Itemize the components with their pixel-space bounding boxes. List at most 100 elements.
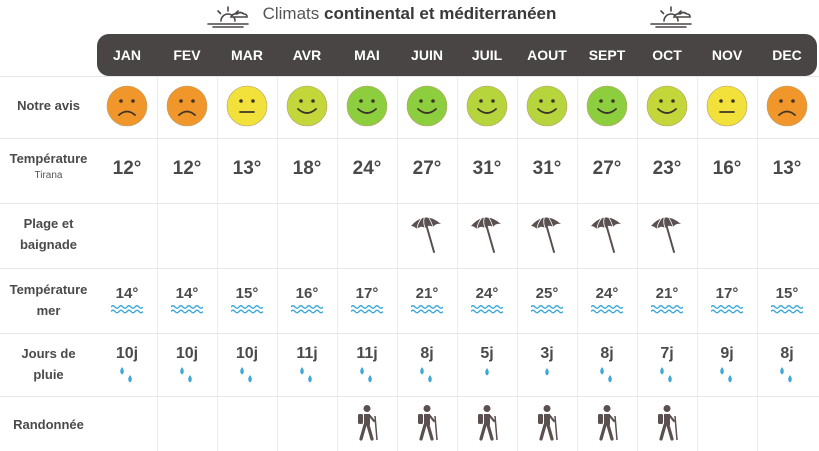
face-sad-icon [166, 85, 208, 127]
air-temperature: 18° [292, 158, 322, 179]
month-label: NOV [711, 47, 743, 63]
rain-drop-icon [600, 367, 612, 383]
month-label: FEV [173, 47, 201, 63]
rain-days: 10j [115, 345, 139, 362]
rain-days: 7j [660, 345, 674, 362]
beach-umbrella-icon [651, 213, 681, 253]
rain-days: 10j [235, 345, 259, 362]
air-temperature: 24° [352, 158, 382, 179]
waves-icon [171, 305, 203, 314]
row-label-temperature-mer: Température mer [9, 282, 88, 318]
waves-icon [591, 305, 623, 314]
row-divider [0, 396, 819, 397]
rain-days: 8j [420, 345, 434, 362]
column-divider [217, 76, 218, 451]
month-label: OCT [652, 47, 682, 63]
air-temperature: 12° [172, 158, 202, 179]
month-label: MAI [354, 47, 380, 63]
sea-temperature: 24° [595, 285, 619, 302]
air-temperature: 31° [532, 158, 562, 179]
hiker-icon [418, 405, 438, 441]
column-divider [697, 76, 698, 451]
row-label-plage: Plage et baignade [19, 216, 78, 252]
face-happy-icon [526, 85, 568, 127]
beach-umbrella-icon [531, 213, 561, 253]
hiker-icon [358, 405, 378, 441]
face-neutral-icon [706, 85, 748, 127]
month-label: JAN [112, 47, 141, 63]
air-temperature: 16° [712, 158, 742, 179]
month-label: DEC [772, 47, 802, 63]
sun-cloud-icon [650, 6, 692, 28]
column-divider [517, 76, 518, 451]
face-happy-icon [586, 85, 628, 127]
column-divider [157, 76, 158, 451]
column-divider [397, 76, 398, 451]
row-label-temperature: Température Tirana [9, 151, 88, 181]
month-label: AVR [292, 47, 322, 63]
row-label-randonnee: Randonnée [13, 417, 84, 432]
column-divider [337, 76, 338, 451]
hiker-icon [478, 405, 498, 441]
air-temperature: 13° [232, 158, 262, 179]
waves-icon [471, 305, 503, 314]
sun-cloud-icon [207, 6, 249, 28]
rain-days: 11j [356, 345, 378, 362]
waves-icon [771, 305, 803, 314]
rain-drop-icon [120, 367, 132, 383]
row-divider [0, 333, 819, 334]
row-label-pluie: Jours de pluie [21, 346, 76, 382]
face-sad-icon [766, 85, 808, 127]
month-header: JAN FEV MAR AVR MAI JUIN JUIL AOUT SEPT OCT NOV DEC [97, 34, 817, 76]
face-happy-icon [286, 85, 328, 127]
beach-umbrella-icon [471, 213, 501, 253]
air-temperature: 13° [772, 158, 802, 179]
air-temperature: 27° [412, 158, 442, 179]
rain-drop-icon [780, 367, 792, 383]
month-label: JUIN [411, 47, 443, 63]
title-bar: Climats continental et méditerranéen [0, 0, 819, 32]
face-happy-icon [466, 85, 508, 127]
sea-temperature: 15° [235, 285, 259, 302]
air-temperature: 31° [472, 158, 502, 179]
air-temperature: 27° [592, 158, 622, 179]
month-label: SEPT [588, 47, 626, 63]
rain-drop-icon [240, 367, 252, 383]
rain-drop-icon [300, 367, 312, 383]
face-happy-icon [406, 85, 448, 127]
rain-drop-icon [660, 367, 672, 383]
waves-icon [111, 305, 143, 314]
beach-umbrella-icon [591, 213, 621, 253]
sea-temperature: 25° [535, 285, 559, 302]
face-happy-icon [646, 85, 688, 127]
rain-days: 5j [480, 345, 494, 362]
sea-temperature: 24° [475, 285, 499, 302]
row-divider [0, 138, 819, 139]
air-temperature: 12° [112, 158, 142, 179]
rain-days: 10j [175, 345, 199, 362]
rain-drop-icon [180, 367, 192, 383]
column-divider [577, 76, 578, 451]
sea-temperature: 21° [415, 285, 439, 302]
rain-days: 11j [296, 345, 318, 362]
column-divider [277, 76, 278, 451]
face-sad-icon [106, 85, 148, 127]
row-divider [0, 76, 819, 77]
beach-umbrella-icon [411, 213, 441, 253]
rain-days: 8j [600, 345, 614, 362]
row-label-avis: Notre avis [17, 98, 80, 113]
sea-temperature: 14° [175, 285, 199, 302]
waves-icon [531, 305, 563, 314]
rain-days: 8j [780, 345, 794, 362]
page-title: Climats continental et méditerranéen [262, 4, 557, 23]
month-label: AOUT [527, 47, 567, 63]
rain-drop-icon [360, 367, 372, 383]
month-label: JUIL [471, 47, 503, 63]
month-label: MAR [231, 47, 263, 63]
waves-icon [231, 305, 263, 314]
rain-drop-icon [720, 367, 732, 383]
row-divider [0, 203, 819, 204]
column-divider [457, 76, 458, 451]
sea-temperature: 21° [655, 285, 679, 302]
